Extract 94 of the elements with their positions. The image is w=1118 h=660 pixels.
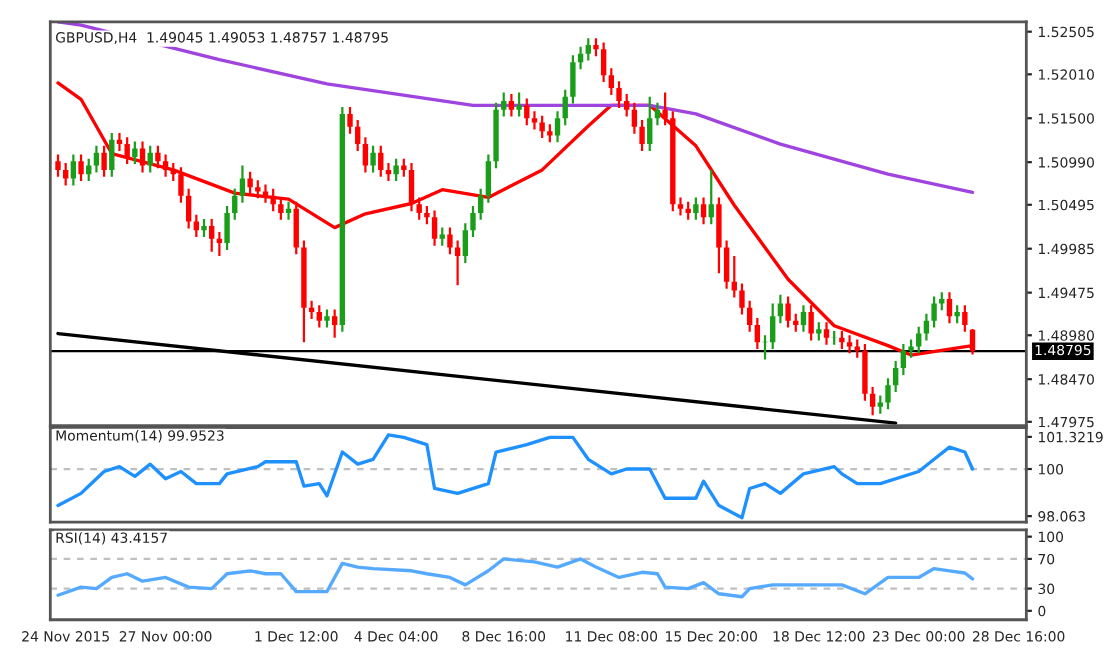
- candlestick: [524, 97, 530, 127]
- candlestick: [624, 93, 630, 118]
- candlestick: [516, 91, 522, 118]
- candlestick: [508, 93, 515, 118]
- candlestick: [147, 144, 153, 174]
- candlestick: [539, 114, 545, 140]
- candlestick: [93, 144, 100, 174]
- candlestick: [70, 153, 77, 187]
- candlestick: [331, 308, 338, 339]
- candlestick: [770, 302, 776, 351]
- candlestick: [101, 144, 107, 178]
- candlestick: [746, 299, 753, 333]
- candlestick: [808, 304, 814, 342]
- candlestick: [55, 153, 61, 178]
- candlestick: [355, 118, 361, 153]
- candlestick: [862, 342, 868, 402]
- candlestick: [739, 282, 745, 316]
- candlestick: [954, 304, 960, 325]
- candlestick: [485, 153, 492, 204]
- candlestick: [869, 385, 876, 417]
- candlestick: [324, 308, 330, 329]
- candlestick: [209, 217, 215, 253]
- candlestick: [201, 217, 207, 239]
- candlestick: [362, 136, 369, 174]
- candlestick: [562, 88, 568, 127]
- candlestick: [224, 204, 230, 252]
- candlestick: [785, 295, 791, 329]
- candlestick: [877, 394, 883, 415]
- candlestick: [570, 54, 576, 105]
- candlestick: [109, 131, 115, 178]
- candlestick: [839, 329, 845, 351]
- candlestick: [662, 91, 668, 127]
- candlestick: [639, 118, 645, 153]
- candlestick: [370, 144, 376, 174]
- candlestick: [608, 67, 615, 97]
- line-series: [56, 557, 975, 599]
- candlestick: [270, 187, 276, 213]
- candlestick: [693, 196, 699, 221]
- candlestick: [462, 222, 468, 265]
- candlestick: [132, 140, 138, 165]
- candlestick: [708, 168, 714, 226]
- candlestick: [454, 239, 461, 287]
- candlestick: [754, 316, 761, 351]
- candlestick: [124, 136, 130, 165]
- candlestick: [585, 37, 591, 62]
- candlestick: [631, 101, 638, 135]
- line-series: [56, 433, 975, 520]
- line-series: [56, 81, 975, 357]
- candlestick: [946, 291, 953, 325]
- candlestick: [777, 293, 784, 325]
- candlestick: [293, 200, 299, 256]
- candlestick: [962, 304, 968, 333]
- candlestick: [347, 105, 353, 135]
- candlestick: [247, 170, 253, 196]
- candlestick: [431, 209, 438, 247]
- candlestick: [162, 153, 169, 178]
- candlestick: [316, 304, 322, 329]
- candlestick: [554, 110, 561, 144]
- candlestick: [531, 110, 538, 131]
- candlestick: [78, 153, 84, 183]
- candlestick: [378, 144, 384, 178]
- candlestick: [501, 91, 507, 118]
- candlestick: [854, 338, 860, 359]
- candlestick: [416, 196, 422, 221]
- candlestick: [593, 37, 599, 58]
- candlestick: [477, 187, 484, 221]
- line-series: [56, 21, 975, 194]
- candlestick: [900, 342, 907, 376]
- candlestick: [685, 200, 691, 221]
- candlestick: [600, 41, 607, 84]
- candlestick: [470, 204, 476, 239]
- candlestick: [547, 123, 553, 144]
- candlestick: [885, 377, 891, 411]
- candlestick: [239, 164, 246, 204]
- candlestick: [155, 144, 161, 170]
- candlestick: [178, 166, 184, 204]
- candlestick: [616, 80, 622, 110]
- candlestick: [800, 304, 807, 333]
- candlestick: [647, 95, 653, 153]
- candlestick: [447, 226, 453, 256]
- candlestick: [62, 161, 69, 187]
- candlestick: [262, 183, 269, 204]
- candlestick: [393, 157, 399, 183]
- candlestick: [677, 196, 684, 217]
- candlestick: [700, 196, 707, 226]
- candlestick: [908, 338, 914, 359]
- candlestick: [185, 187, 192, 230]
- candlestick: [232, 187, 238, 221]
- candlestick: [408, 161, 415, 213]
- candlestick: [823, 321, 830, 346]
- candlestick: [816, 321, 822, 342]
- candlestick: [139, 140, 146, 174]
- candlestick: [892, 360, 899, 394]
- candlestick: [278, 196, 284, 221]
